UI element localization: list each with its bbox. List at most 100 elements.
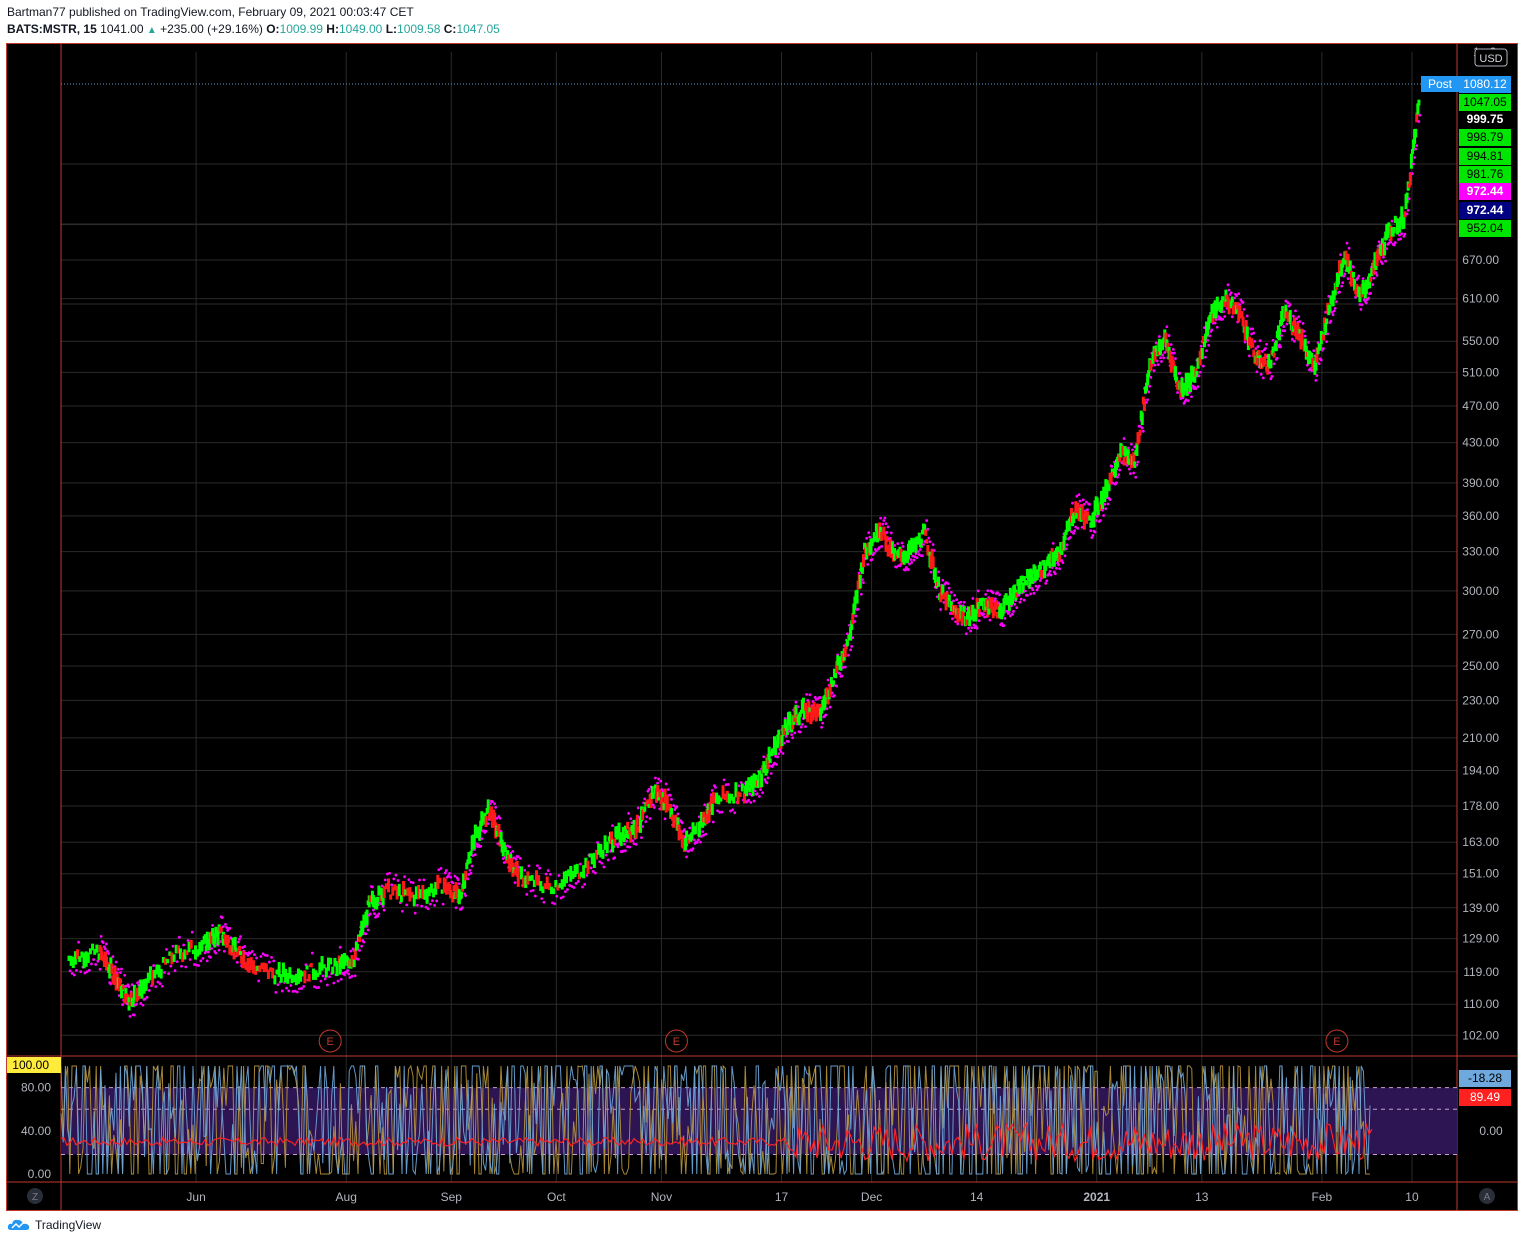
trail-dot (1140, 426, 1144, 430)
trail-dot (860, 578, 864, 582)
trail-dot (782, 741, 786, 745)
price-candle (82, 952, 86, 969)
price-candle (1297, 326, 1301, 341)
trail-dot (948, 612, 952, 615)
trail-dot (956, 622, 960, 626)
trail-dot (1268, 371, 1272, 375)
trail-dot (1213, 321, 1217, 325)
trail-dot (422, 878, 426, 882)
trail-dot (1167, 334, 1171, 337)
price-candle (436, 874, 440, 889)
trail-dot (544, 872, 548, 876)
trail-dot (632, 842, 636, 846)
trail-dot (991, 591, 995, 595)
trail-dot (1037, 584, 1041, 588)
price-candle (1020, 575, 1024, 582)
price-candle (1336, 274, 1340, 285)
close-value: 1047.05 (456, 22, 500, 36)
trail-dot (615, 843, 619, 846)
price-candle (292, 975, 296, 983)
trail-dot (1170, 351, 1174, 355)
trail-dot (1317, 362, 1321, 366)
trail-dot (321, 974, 325, 978)
trail-dot (970, 626, 974, 629)
trail-dot (975, 626, 979, 630)
trail-dot (1315, 374, 1319, 377)
trail-dot (656, 781, 659, 785)
price-candle (479, 820, 483, 832)
trail-dot (206, 950, 210, 954)
trail-dot (824, 713, 828, 717)
price-candle (1408, 172, 1412, 186)
price-candle (329, 957, 333, 965)
trail-dot (317, 986, 321, 989)
trail-dot (1302, 329, 1306, 333)
oscillator-value-box (1459, 1089, 1511, 1106)
price-axis-tick: 330.00 (1462, 545, 1499, 559)
price-candle (746, 784, 750, 791)
price-candle (623, 825, 627, 832)
trail-dot (218, 940, 222, 944)
trail-dot (879, 516, 882, 520)
trail-dot (971, 597, 975, 600)
price-candle (780, 735, 784, 747)
trail-dot (270, 955, 273, 959)
price-label-value: 952.04 (1467, 221, 1504, 235)
price-candle (251, 960, 255, 974)
price-candle (309, 963, 313, 968)
trail-dot (502, 861, 506, 864)
trail-dot (856, 607, 860, 611)
trail-dot (911, 554, 915, 558)
trail-dot (449, 875, 453, 879)
price-candle (573, 864, 577, 878)
price-candle (353, 948, 357, 960)
price-candle (1075, 512, 1079, 519)
price-candle (151, 969, 155, 986)
trail-dot (382, 908, 386, 912)
price-candle (1298, 328, 1302, 334)
trail-dot (228, 926, 232, 930)
trail-dot (272, 959, 276, 963)
trail-dot (702, 833, 706, 837)
trail-dot (98, 967, 102, 971)
chart-frame[interactable]: 102.00 110.00 119.00 129.00 139.00 151.00 163.… (6, 43, 1518, 1211)
price-candle (1189, 376, 1193, 393)
trail-dot (313, 985, 316, 989)
price-candle (888, 538, 892, 552)
trail-dot (866, 562, 870, 566)
price-candle (1210, 303, 1214, 318)
trail-dot (791, 736, 795, 740)
trail-dot (1073, 529, 1077, 533)
trail-dot (1405, 212, 1409, 216)
trail-dot (1241, 301, 1245, 304)
trail-dot (1011, 612, 1014, 616)
price-candle (183, 949, 187, 960)
trail-dot (409, 880, 413, 884)
trail-dot (819, 696, 822, 699)
price-candle (613, 838, 617, 846)
trail-dot (752, 799, 756, 803)
chart-canvas[interactable]: 102.00 110.00 119.00 129.00 139.00 151.00 163.… (7, 44, 1517, 1210)
price-candle (78, 956, 82, 963)
trail-dot (319, 979, 323, 983)
trail-dot (1331, 313, 1335, 317)
price-candle (144, 978, 148, 991)
trail-dot (291, 990, 295, 993)
trail-dot (1101, 508, 1104, 512)
trail-dot (1201, 364, 1205, 368)
trail-dot (1254, 347, 1258, 350)
trail-dot (710, 788, 714, 792)
trail-dot (769, 772, 773, 775)
price-candle (326, 957, 330, 971)
trail-dot (99, 934, 103, 938)
trail-dot (265, 954, 269, 957)
trail-dot (531, 888, 535, 892)
price-candle (580, 871, 584, 878)
price-candle (179, 948, 183, 960)
trail-dot (171, 944, 175, 948)
price-candle (813, 706, 817, 717)
trail-dot (548, 872, 552, 876)
high-value: 1049.00 (338, 22, 383, 36)
trail-dot (763, 778, 767, 781)
trail-dot (523, 868, 527, 872)
